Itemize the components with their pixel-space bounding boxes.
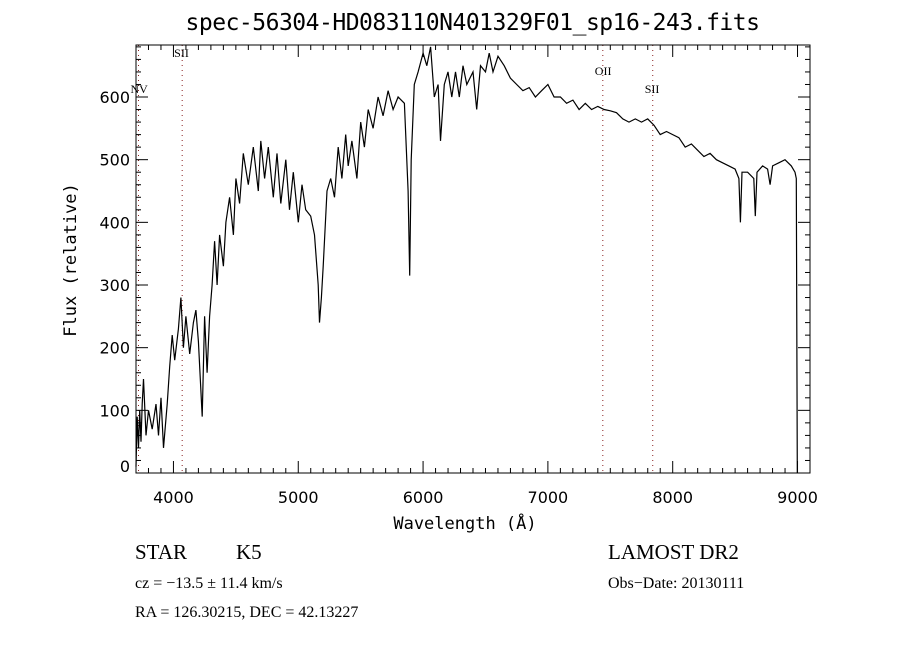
y-tick-label: 300 bbox=[99, 276, 130, 295]
y-tick-label: 200 bbox=[99, 339, 130, 358]
x-tick-label: 6000 bbox=[403, 488, 444, 507]
x-tick-label: 7000 bbox=[528, 488, 569, 507]
marker-label: NV bbox=[130, 82, 148, 96]
marker-label: SII bbox=[645, 82, 660, 96]
obs-date: Obs−Date: 20130111 bbox=[608, 575, 745, 592]
survey-label: LAMOST DR2 bbox=[608, 540, 739, 564]
y-tick-label: 500 bbox=[99, 151, 130, 170]
object-class: STAR bbox=[135, 540, 187, 564]
x-tick-label: 4000 bbox=[153, 488, 194, 507]
plot-frame bbox=[135, 44, 811, 474]
x-tick-label: 8000 bbox=[652, 488, 693, 507]
x-tick-label: 9000 bbox=[777, 488, 818, 507]
y-tick-label: 400 bbox=[99, 213, 130, 232]
marker-label: SII bbox=[174, 46, 189, 60]
y-axis-label: Flux (relative) bbox=[61, 183, 81, 337]
y-tick-label: 100 bbox=[99, 401, 130, 420]
marker-label: OII bbox=[595, 64, 612, 78]
x-axis-label: Wavelength (Å) bbox=[393, 512, 536, 534]
coordinates: RA = 126.30215, DEC = 42.13227 bbox=[135, 604, 359, 621]
y-tick-label: 600 bbox=[99, 88, 130, 107]
redshift-text: cz = −13.5 ± 11.4 km/s bbox=[135, 575, 283, 592]
subclass: K5 bbox=[236, 540, 262, 564]
spectrum-line bbox=[135, 46, 798, 474]
x-tick-label: 5000 bbox=[278, 488, 319, 507]
y-tick-label: 0 bbox=[120, 457, 130, 476]
chart-title: spec-56304-HD083110N401329F01_sp16-243.f… bbox=[185, 10, 760, 36]
